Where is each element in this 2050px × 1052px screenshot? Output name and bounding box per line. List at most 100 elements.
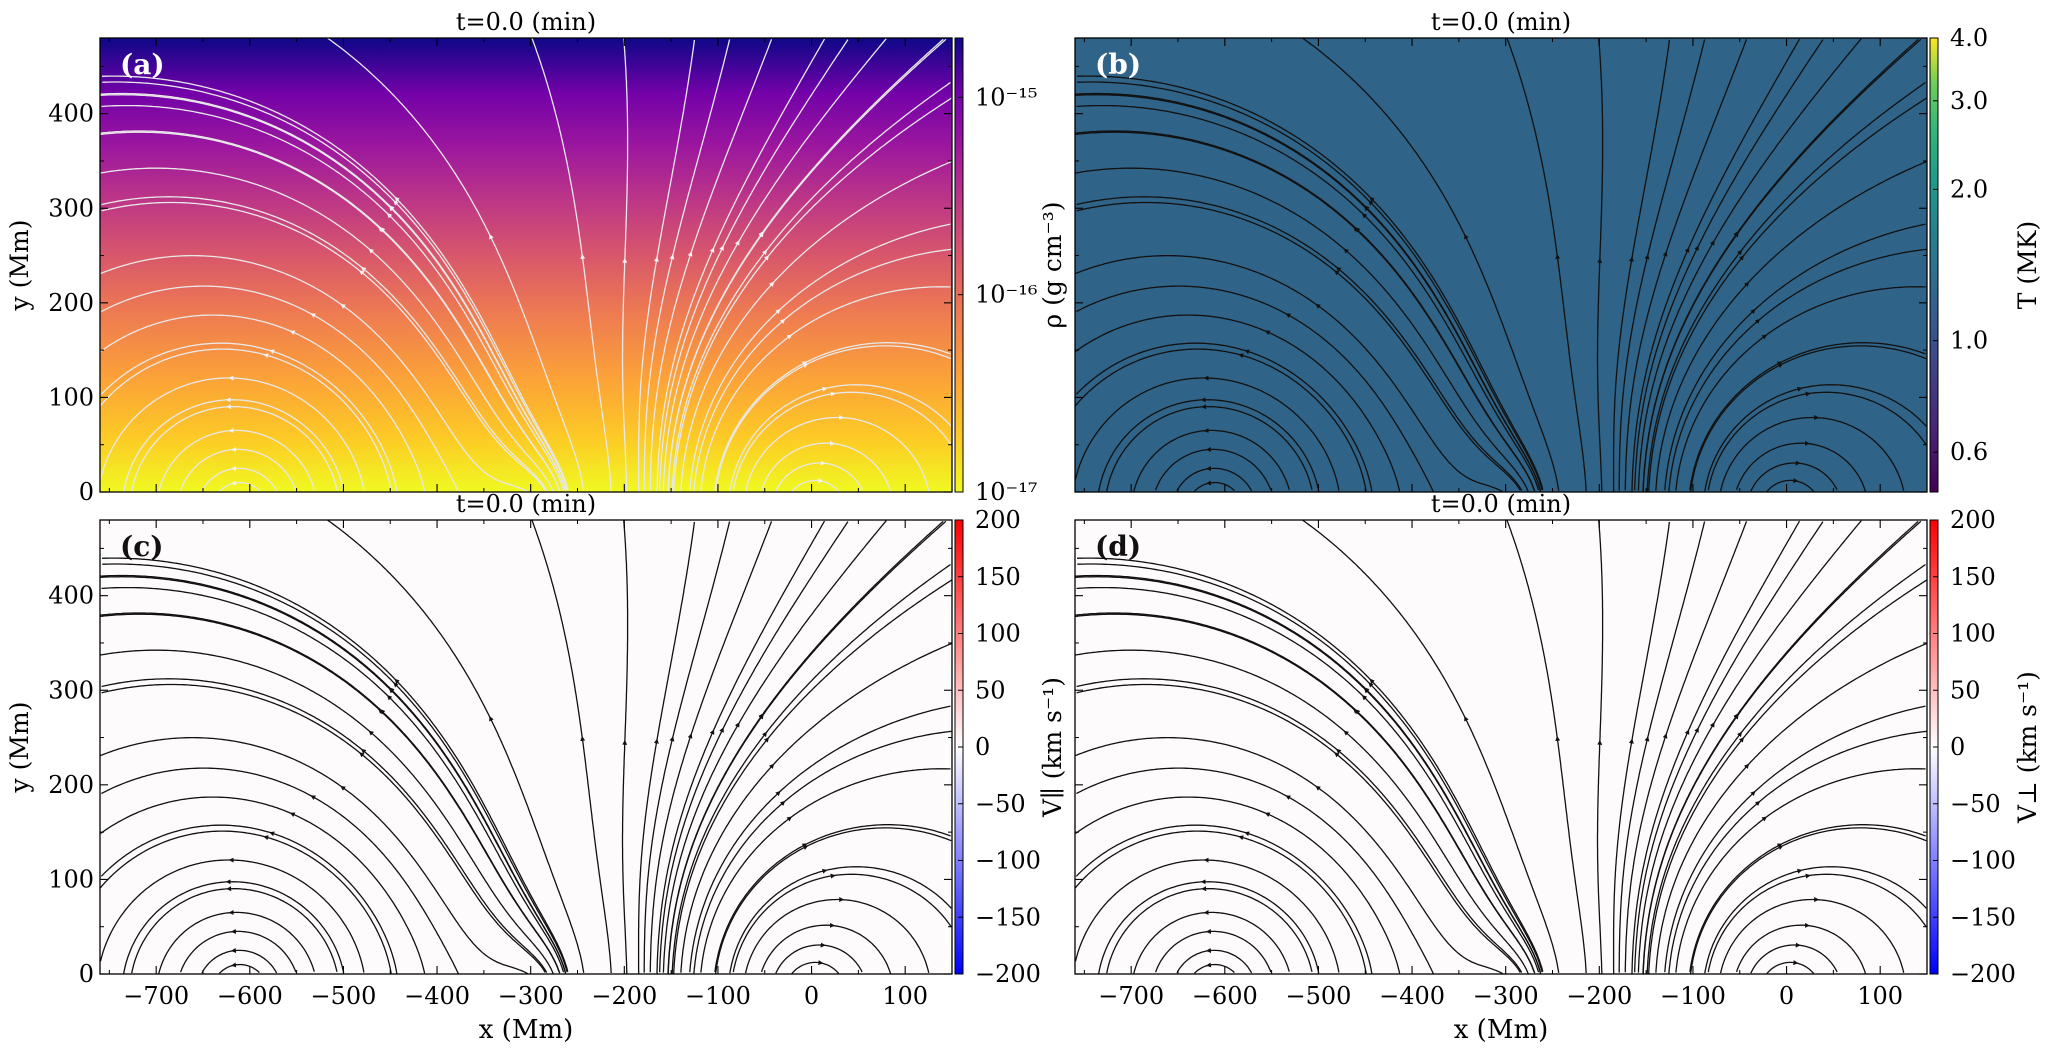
- field-background: [1075, 38, 1927, 492]
- streamline: [1133, 911, 1290, 974]
- x-tick-label: −300: [498, 982, 564, 1010]
- streamlines: [100, 520, 952, 974]
- y-tick-label: 0: [79, 960, 94, 988]
- streamline: [714, 824, 951, 973]
- streamline: [659, 39, 849, 491]
- streamline: [101, 201, 546, 491]
- y-tick-label: 0: [79, 478, 94, 506]
- streamline: [123, 881, 345, 974]
- streamline: [1075, 254, 1504, 492]
- colorbar-label: V∥ (km s⁻¹): [1038, 677, 1067, 818]
- colorbar-tick-label: 50: [975, 676, 1006, 704]
- panel-letter: (c): [120, 530, 164, 563]
- streamline: [1618, 521, 1706, 973]
- streamline: [671, 81, 951, 492]
- streamline: [1624, 39, 1748, 491]
- streamline: [775, 944, 863, 974]
- colorbar-tick-label: 4.0: [1950, 24, 1988, 52]
- streamline: [1766, 961, 1815, 974]
- axes-frame: [99, 37, 953, 493]
- streamline: [158, 911, 315, 974]
- streamline: [1596, 520, 1604, 974]
- streamline: [662, 520, 887, 973]
- streamline: [1634, 39, 1824, 491]
- streamline: [1631, 38, 1801, 492]
- colorbar-tick-label: 200: [975, 506, 1021, 534]
- streamline: [327, 38, 585, 491]
- streamline: [1098, 399, 1320, 492]
- streamline: [621, 38, 629, 492]
- streamline: [1637, 520, 1862, 973]
- x-tick-label: −400: [404, 982, 470, 1010]
- colorbar-tick-label: −100: [975, 847, 1041, 875]
- y-tick-label: 400: [48, 100, 94, 128]
- streamline: [1193, 481, 1235, 492]
- colorbar: [954, 37, 964, 493]
- streamline: [1154, 448, 1272, 491]
- colorbar-tick-label: 10⁻¹⁶: [975, 281, 1037, 309]
- colorbar-tick-label: 100: [1950, 620, 1996, 648]
- axes-frame: [99, 519, 953, 975]
- field-background: [100, 520, 952, 974]
- streamline: [1076, 201, 1521, 491]
- streamline: [1704, 866, 1927, 974]
- x-tick-label: 100: [1857, 982, 1903, 1010]
- streamline: [693, 248, 952, 492]
- streamline: [1176, 467, 1253, 492]
- streamline: [1075, 348, 1367, 492]
- streamline: [179, 448, 297, 491]
- streamline: [1302, 38, 1560, 491]
- panel-letter: (b): [1095, 48, 1141, 81]
- streamline: [1076, 678, 1523, 973]
- streamline: [100, 254, 529, 492]
- streamline: [101, 285, 459, 492]
- streamline: [1076, 196, 1523, 491]
- colorbar-tick-label: 150: [1950, 563, 1996, 591]
- streamline: [1707, 873, 1927, 973]
- x-tick-label: −500: [310, 982, 376, 1010]
- streamline: [1707, 391, 1927, 491]
- y-axis-label: y (Mm): [5, 220, 34, 312]
- streamline: [100, 314, 426, 492]
- streamline: [1637, 38, 1862, 491]
- streamline: [1655, 160, 1927, 491]
- y-tick-label: 400: [48, 582, 94, 610]
- streamline: [1675, 768, 1926, 973]
- streamline: [1631, 520, 1801, 974]
- streamline: [100, 574, 567, 973]
- streamline: [1646, 81, 1926, 492]
- colorbar-label: ρ (g cm⁻³): [1038, 201, 1067, 328]
- colorbar-tick-label: 150: [975, 563, 1021, 591]
- streamline: [1075, 342, 1373, 492]
- streamline: [1634, 521, 1824, 973]
- streamline: [201, 467, 278, 492]
- streamline: [693, 730, 952, 974]
- streamline: [1735, 442, 1867, 492]
- streamline: [1075, 314, 1401, 492]
- streamline: [637, 39, 696, 492]
- x-tick-label: 0: [1779, 982, 1794, 1010]
- colorbar-tick-label: 2.0: [1950, 175, 1988, 203]
- streamline: [100, 824, 398, 974]
- streamline: [100, 167, 554, 492]
- streamline: [1075, 167, 1529, 492]
- streamline: [1596, 38, 1604, 492]
- streamline: [1106, 405, 1313, 492]
- x-tick-label: −600: [1192, 982, 1258, 1010]
- colorbar-tick-label: 0: [1950, 733, 1965, 761]
- y-tick-label: 100: [48, 383, 94, 411]
- streamline: [1193, 963, 1235, 974]
- streamline: [1154, 930, 1272, 973]
- streamline: [791, 961, 840, 974]
- colorbar-tick-label: 10⁻¹⁵: [975, 83, 1037, 111]
- streamline: [1689, 824, 1926, 973]
- x-tick-label: −600: [217, 982, 283, 1010]
- streamline: [131, 887, 338, 974]
- streamline: [179, 930, 297, 973]
- streamline: [775, 462, 863, 492]
- streamline: [100, 377, 365, 491]
- streamline: [1704, 384, 1927, 492]
- y-axis-label: y (Mm): [5, 702, 34, 794]
